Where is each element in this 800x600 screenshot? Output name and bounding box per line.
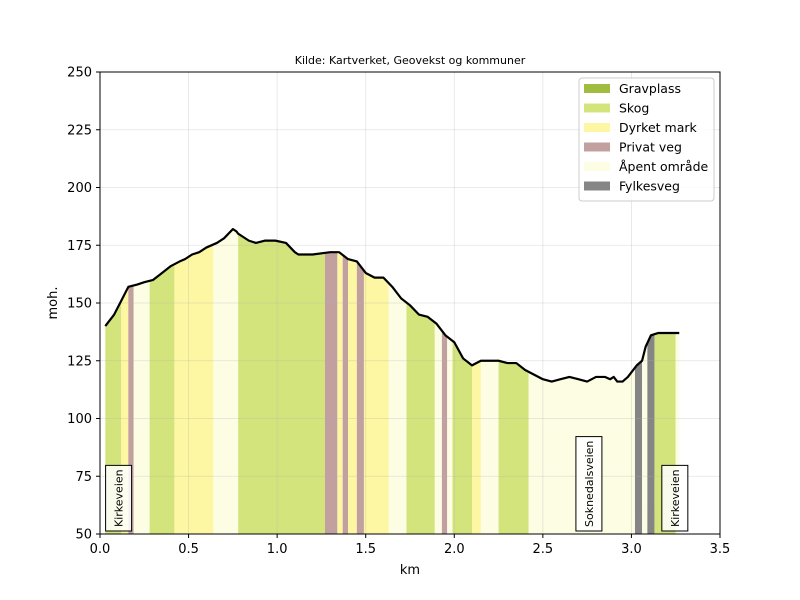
segment-21 [480, 360, 499, 534]
x-tick-label: 0.0 [90, 542, 111, 557]
y-tick-label: 200 [67, 181, 92, 196]
segment-17 [441, 330, 448, 534]
y-tick-label: 250 [67, 66, 92, 81]
road-label-0: Kirkeveien [105, 464, 133, 532]
road-labels: Kirkeveien Soknedalsveien Kirkeveien [105, 436, 689, 532]
elevation-line [104, 227, 680, 383]
segment-7 [238, 233, 325, 534]
legend-label: Åpent område [619, 159, 709, 174]
road-label-box [105, 464, 133, 532]
y-tick-label: 50 [75, 528, 92, 543]
legend-swatch [584, 84, 610, 93]
legend-swatch [584, 181, 610, 191]
segment-13 [363, 270, 389, 534]
segment-11 [348, 259, 357, 534]
y-axis-ticks: 50 75 100 125 150 175 200 225 250 [67, 66, 100, 543]
segment-18 [447, 336, 453, 534]
road-label-text: Kirkeveien [669, 469, 682, 527]
x-tick-label: 3.5 [710, 542, 731, 557]
legend-swatch [584, 123, 610, 132]
segment-12 [356, 261, 364, 534]
road-label-box [661, 464, 689, 532]
x-tick-label: 2.5 [533, 542, 554, 557]
road-label-1: Soknedalsveien [575, 436, 603, 532]
chart-title: Kilde: Kartverket, Geovekst og kommuner [295, 54, 526, 67]
x-tick-label: 0.5 [178, 542, 199, 557]
segment-9 [337, 252, 343, 534]
x-tick-label: 3.0 [621, 542, 642, 557]
segment-22 [498, 360, 529, 534]
segment-26 [647, 334, 655, 534]
legend-label: Skog [619, 101, 649, 116]
segment-8 [324, 252, 338, 534]
legend-label: Gravplass [619, 81, 681, 96]
segment-10 [342, 254, 348, 534]
y-tick-label: 175 [67, 239, 92, 254]
y-tick-label: 75 [75, 470, 92, 485]
segment-5 [174, 244, 214, 535]
plot-area: Kirkeveien Soknedalsveien Kirkeveien [99, 71, 721, 535]
segment-4 [149, 264, 175, 534]
segment-19 [452, 340, 472, 534]
legend-swatch [584, 162, 610, 171]
x-axis-ticks: 0.0 0.5 1.0 1.5 2.0 2.5 3.0 3.5 [90, 534, 731, 557]
x-tick-label: 1.5 [355, 542, 376, 557]
x-axis-label: km [400, 563, 420, 578]
x-tick-label: 1.0 [267, 542, 288, 557]
segment-24 [634, 360, 643, 534]
legend-label: Dyrket mark [619, 120, 697, 135]
legend-swatch [584, 103, 610, 113]
road-label-box [575, 436, 603, 532]
segment-15 [406, 302, 435, 534]
legend-label: Fylkesveg [619, 179, 680, 194]
y-tick-label: 225 [67, 123, 92, 138]
y-tick-label: 100 [67, 412, 92, 427]
segment-6 [213, 229, 239, 534]
legend-label: Privat veg [619, 140, 682, 155]
segment-20 [472, 360, 481, 534]
y-tick-label: 150 [67, 297, 92, 312]
y-tick-label: 125 [67, 354, 92, 369]
road-label-text: Soknedalsveien [583, 441, 596, 527]
y-axis-label: moh. [46, 287, 61, 320]
legend: Gravplass Skog Dyrket mark Privat veg Åpent … [578, 77, 715, 202]
segment-14 [388, 283, 407, 534]
road-label-2: Kirkeveien [661, 464, 689, 532]
segment-16 [434, 322, 442, 534]
segment-25 [642, 343, 648, 534]
road-label-text: Kirkeveien [113, 469, 126, 527]
segment-3 [133, 280, 150, 534]
legend-box [578, 77, 715, 202]
legend-swatch [584, 142, 610, 152]
land-use-segments [105, 229, 680, 535]
x-tick-label: 2.0 [444, 542, 465, 557]
